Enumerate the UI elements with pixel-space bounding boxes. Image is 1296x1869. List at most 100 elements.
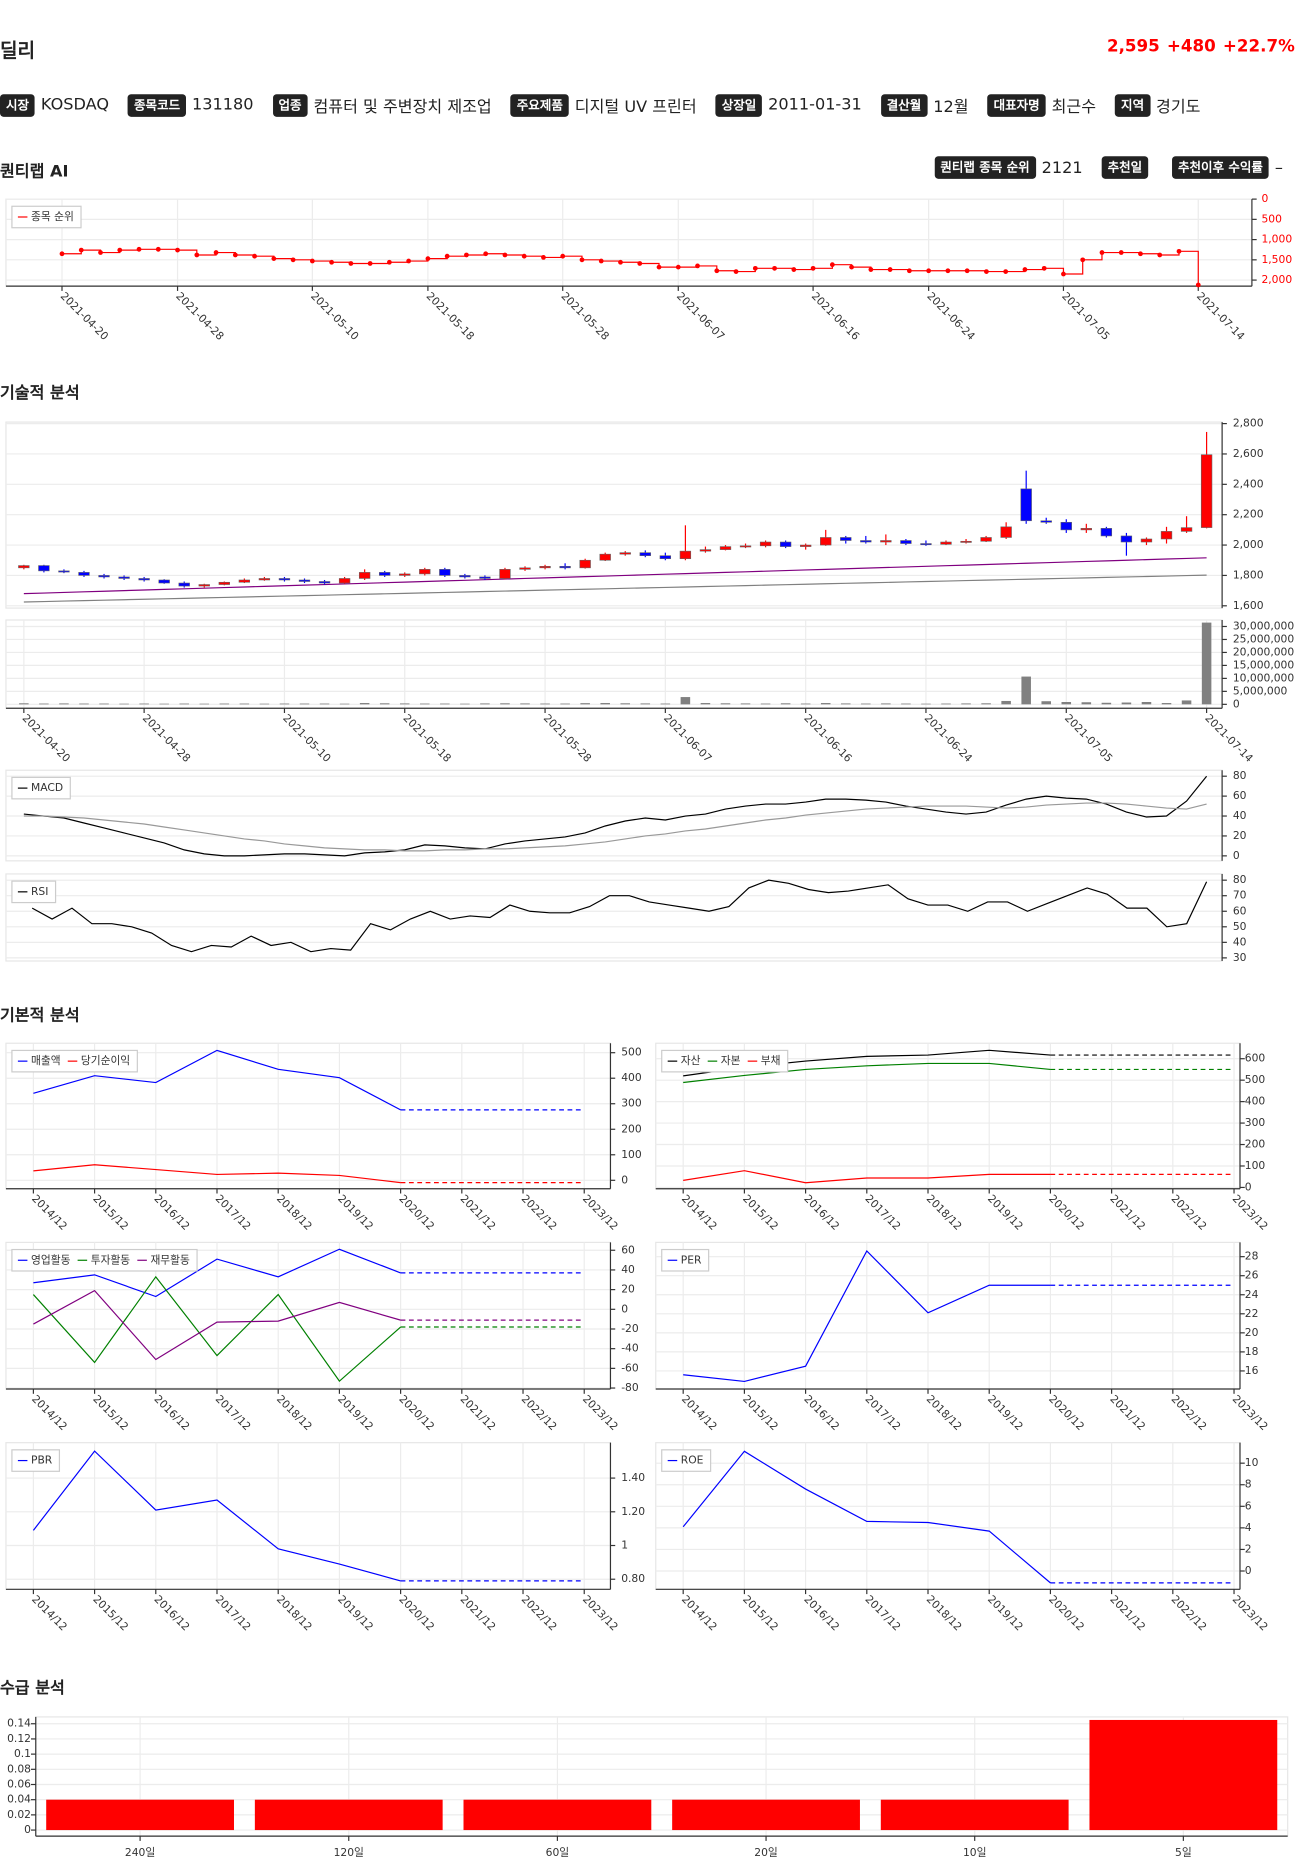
series-line bbox=[23, 775, 1208, 857]
y-tick-label: 2,000 bbox=[1233, 538, 1264, 551]
plot-frame bbox=[5, 619, 1223, 709]
info-label: 결산월 bbox=[880, 93, 928, 117]
y-tick-label: 10 bbox=[1245, 1456, 1259, 1469]
info-value: 컴퓨터 및 주변장치 제조업 bbox=[313, 97, 492, 117]
x-tick-label: 2021/12 bbox=[458, 1192, 499, 1233]
candle-body bbox=[539, 566, 551, 569]
candle-body bbox=[38, 565, 50, 572]
info-value: 디지털 UV 프린터 bbox=[574, 97, 697, 117]
y-tick-label: 25,000,000 bbox=[1233, 632, 1295, 645]
candle-body bbox=[439, 569, 451, 576]
x-tick-label: 2021-07-14 bbox=[1202, 712, 1255, 765]
candle-body bbox=[1140, 538, 1153, 543]
y-tick-label: 16 bbox=[1245, 1364, 1259, 1377]
candle-body bbox=[559, 566, 571, 569]
y-tick-label: 0 bbox=[1233, 849, 1240, 862]
point bbox=[598, 258, 604, 264]
point bbox=[868, 267, 874, 272]
y-tick-label: 24 bbox=[1245, 1288, 1259, 1301]
x-tick-label: 2021-05-28 bbox=[558, 290, 611, 343]
point bbox=[714, 268, 720, 274]
y-tick-label: 0 bbox=[1233, 697, 1240, 710]
point bbox=[252, 253, 257, 259]
x-tick-label: 2021/12 bbox=[1107, 1192, 1148, 1233]
y-tick-label: 40 bbox=[1233, 809, 1247, 822]
info-label: 지역 bbox=[1115, 93, 1151, 117]
y-tick-label: 500 bbox=[1245, 1073, 1266, 1086]
point bbox=[1061, 271, 1066, 277]
info-row: 시장 KOSDAQ 종목코드 131180 업종 컴퓨터 및 주변장치 제조업 주요제품 디지… bbox=[0, 93, 1214, 117]
x-tick-label: 2021-07-05 bbox=[1062, 712, 1115, 765]
point bbox=[849, 264, 854, 270]
bar bbox=[1061, 701, 1072, 705]
price: 2,595 bbox=[1106, 36, 1160, 57]
y-tick-label: 80 bbox=[1233, 769, 1247, 782]
y-tick-label: 2,600 bbox=[1233, 447, 1264, 460]
x-tick-label: 5일 bbox=[1175, 1846, 1192, 1859]
candle-body bbox=[238, 579, 251, 583]
quant-label: 퀀티랩 종목 순위 bbox=[934, 156, 1036, 179]
candle-body bbox=[519, 567, 531, 570]
y-tick-label: 28 bbox=[1245, 1250, 1259, 1263]
candle-body bbox=[900, 540, 912, 544]
x-tick-label: 2014/12 bbox=[679, 1192, 720, 1233]
legend-label: PER bbox=[681, 1253, 702, 1266]
x-tick-label: 2018/12 bbox=[274, 1392, 315, 1433]
x-tick-label: 2021-06-07 bbox=[661, 712, 714, 765]
x-tick-label: 2016/12 bbox=[801, 1192, 842, 1233]
y-tick-label: 2,800 bbox=[1233, 417, 1264, 430]
bar bbox=[59, 703, 69, 705]
bar bbox=[780, 703, 791, 705]
y-tick-label: 200 bbox=[1245, 1138, 1266, 1151]
legend-label: PBR bbox=[31, 1454, 53, 1467]
bar bbox=[620, 703, 631, 705]
bar bbox=[700, 703, 711, 705]
price-change-pct: +22.7% bbox=[1222, 36, 1295, 57]
y-tick-label: 30 bbox=[1233, 951, 1247, 964]
candle-body bbox=[138, 578, 150, 581]
x-tick-label: 2016/12 bbox=[801, 1392, 842, 1433]
y-tick-label: 0.04 bbox=[7, 1793, 31, 1806]
point bbox=[541, 255, 546, 260]
price-change: +480 bbox=[1166, 36, 1216, 57]
candle-body bbox=[619, 552, 631, 555]
x-tick-label: 2016/12 bbox=[152, 1192, 193, 1233]
point bbox=[59, 251, 65, 257]
legend-label: ROE bbox=[681, 1454, 704, 1467]
x-tick-label: 2023/12 bbox=[1230, 1192, 1271, 1233]
point bbox=[637, 261, 643, 266]
bar bbox=[1141, 701, 1152, 705]
x-tick-label: 2015/12 bbox=[740, 1392, 781, 1433]
x-tick-label: 2018/12 bbox=[274, 1593, 315, 1634]
legend-frame bbox=[11, 205, 82, 229]
x-tick-label: 2021-06-16 bbox=[809, 290, 862, 343]
bar bbox=[800, 703, 811, 705]
candle-body bbox=[1120, 535, 1133, 543]
y-tick-label: 5,000,000 bbox=[1233, 684, 1288, 697]
point bbox=[464, 252, 469, 258]
point bbox=[98, 250, 103, 255]
bar bbox=[640, 703, 651, 705]
candle-body bbox=[18, 565, 30, 569]
y-tick-label: 30,000,000 bbox=[1233, 619, 1295, 632]
section-title: 기술적 분석 bbox=[0, 383, 80, 403]
x-tick-label: 2021-04-28 bbox=[140, 712, 193, 765]
x-tick-label: 2020/12 bbox=[396, 1392, 437, 1433]
legend-label: RSI bbox=[31, 885, 48, 898]
x-tick-label: 2021-04-20 bbox=[58, 290, 111, 343]
point bbox=[906, 268, 912, 274]
bar bbox=[1121, 702, 1132, 705]
x-tick-label: 2023/12 bbox=[580, 1593, 621, 1634]
bar bbox=[1161, 703, 1172, 705]
bar bbox=[219, 703, 230, 705]
y-tick-label: 20,000,000 bbox=[1233, 645, 1295, 658]
info-label: 종목코드 bbox=[128, 93, 187, 117]
x-tick-label: 2017/12 bbox=[863, 1392, 904, 1433]
plot-frame bbox=[655, 1442, 1241, 1590]
section-title: 기본적 분석 bbox=[0, 1006, 80, 1026]
point bbox=[1022, 267, 1028, 272]
bar bbox=[1181, 700, 1192, 705]
y-tick-label: 2,400 bbox=[1233, 477, 1264, 490]
x-tick-label: 2014/12 bbox=[29, 1593, 70, 1634]
point bbox=[521, 253, 527, 259]
